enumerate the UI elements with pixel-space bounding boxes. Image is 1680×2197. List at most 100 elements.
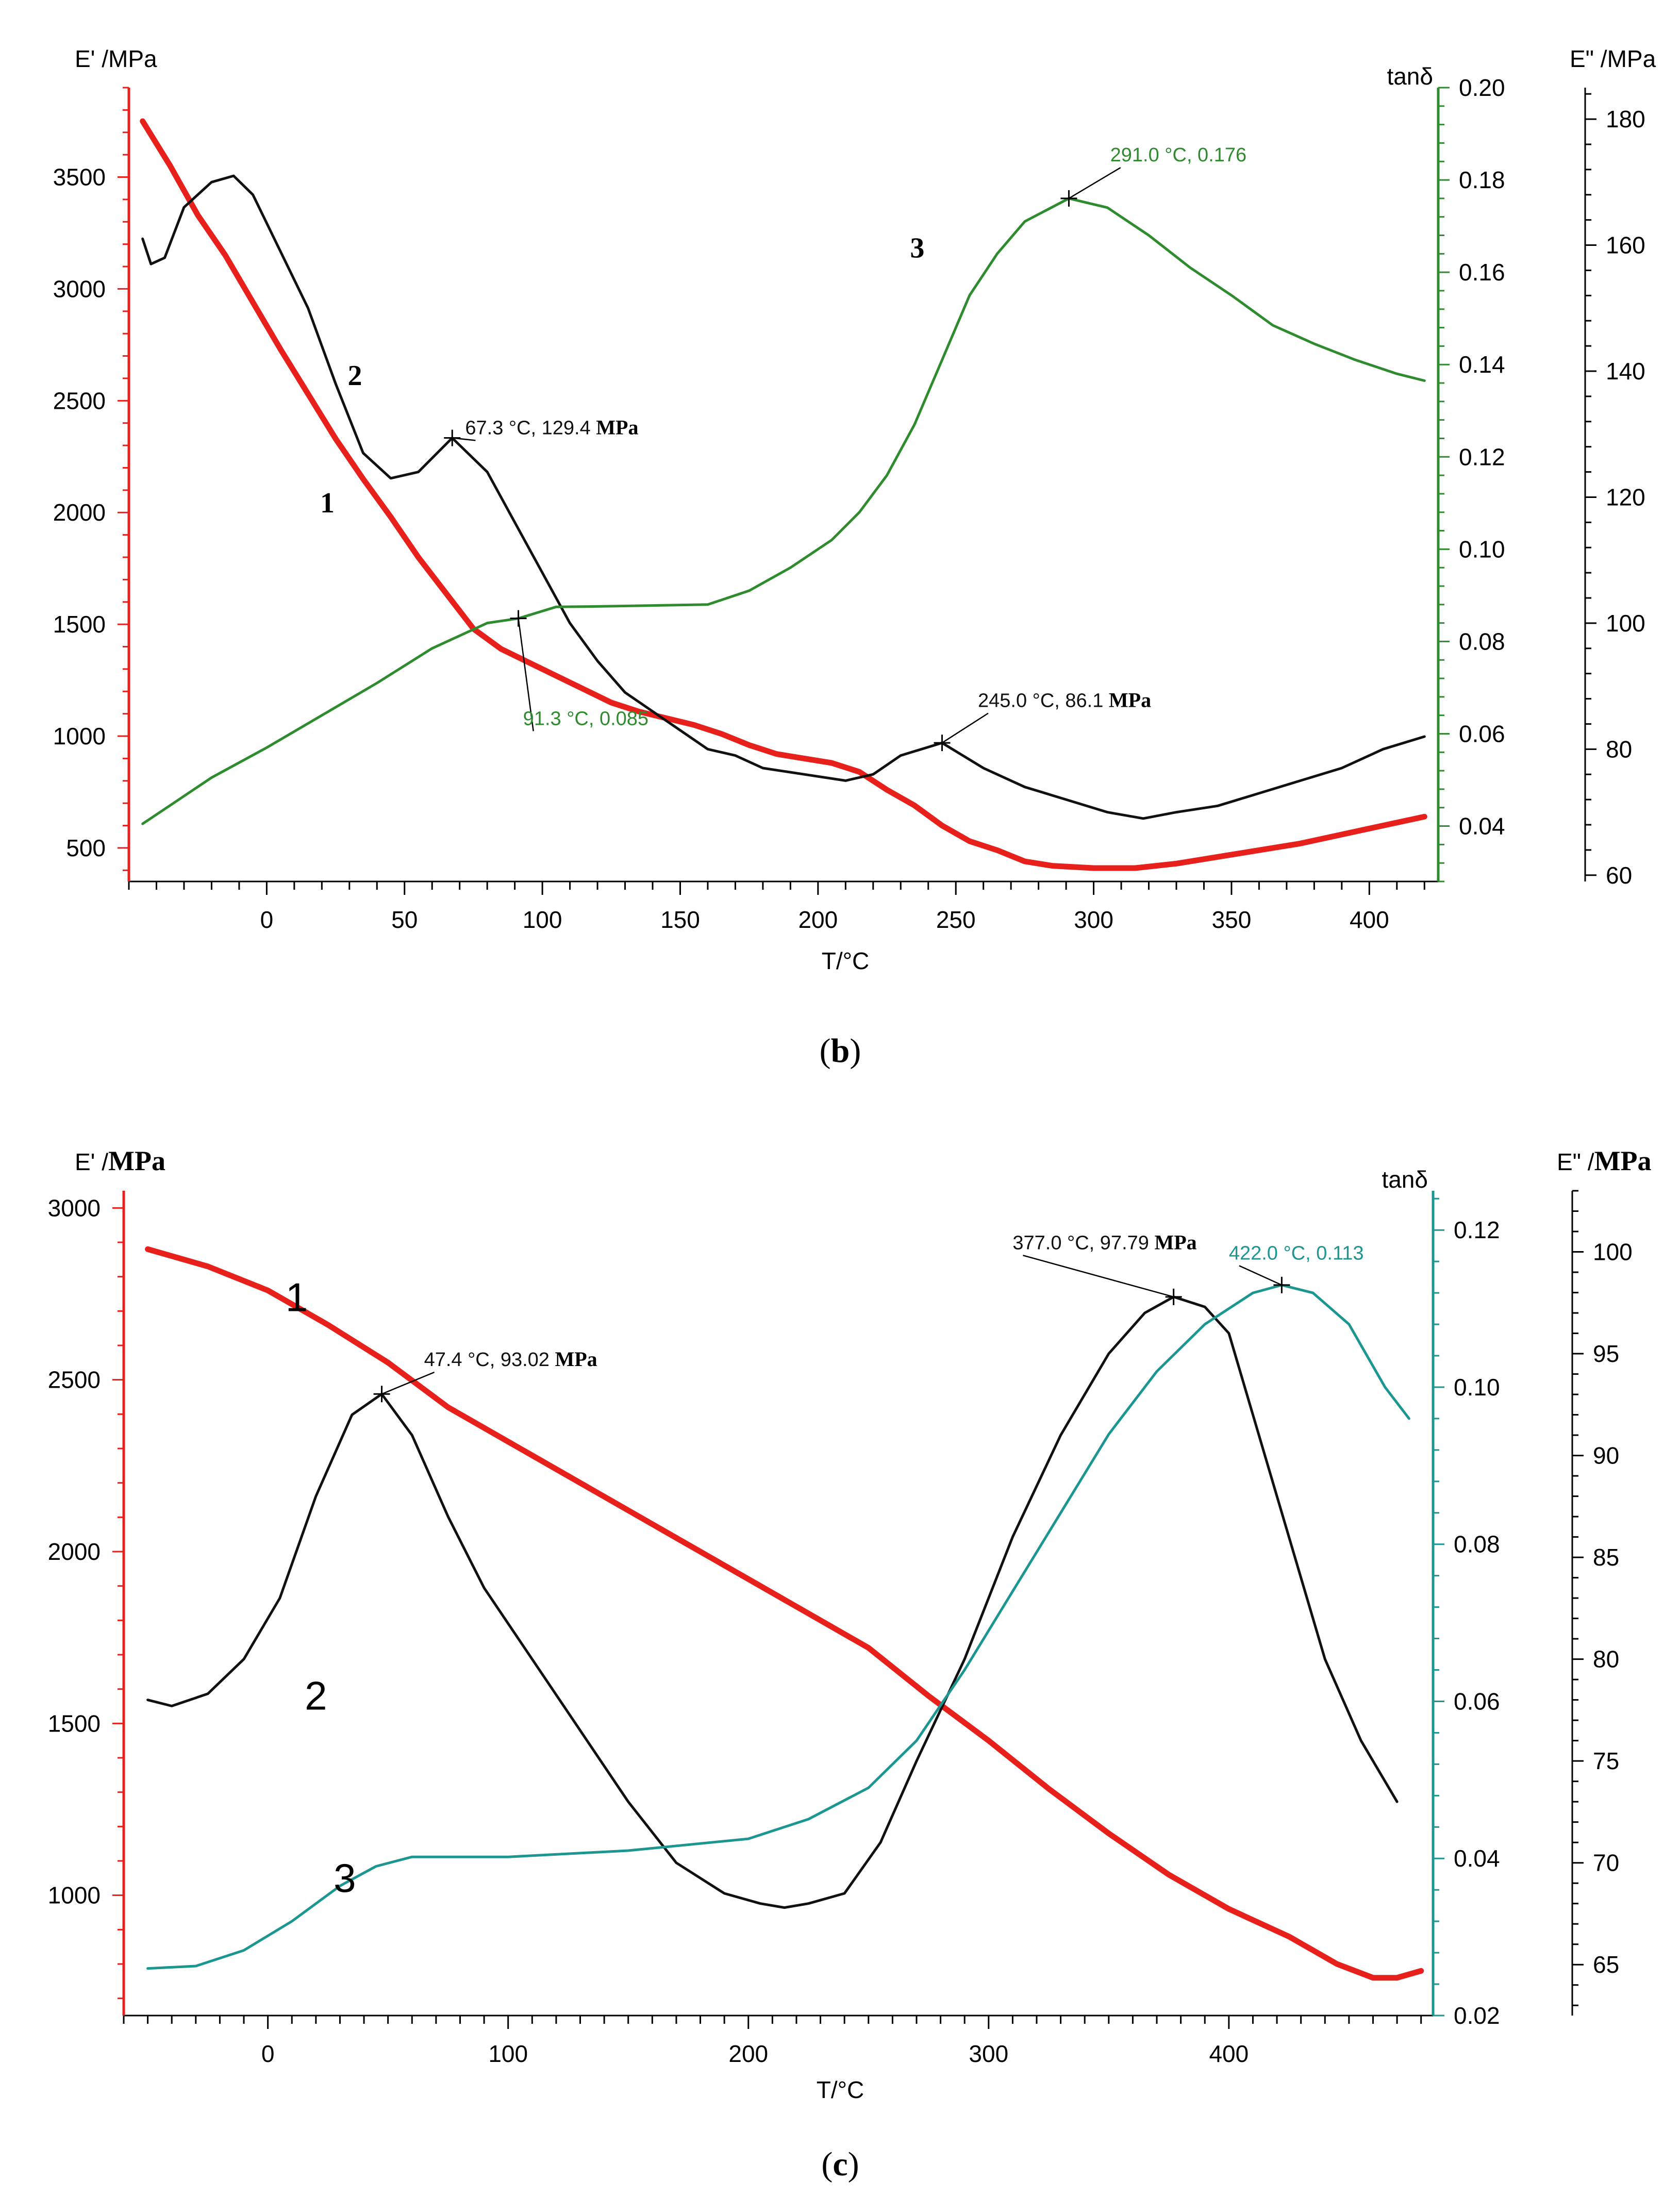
left-tick-label: 1000 — [48, 1882, 101, 1909]
series-line-1 — [140, 118, 1427, 871]
left-tick-label: 2500 — [53, 387, 106, 414]
left-tick-label: 3000 — [48, 1194, 101, 1221]
loss-axis-title: E" /MPa — [1570, 45, 1656, 72]
peak-annotation-value: 377.0 °C, 97.79 — [1012, 1232, 1154, 1254]
peak-annotation: 422.0 °C, 0.113 — [1229, 1242, 1364, 1264]
x-tick-label: 0 — [260, 906, 274, 933]
peak-annotation: 291.0 °C, 0.176 — [1110, 144, 1247, 166]
left-axis-title-text: E' / — [75, 1149, 108, 1175]
loss-tick-label: 90 — [1593, 1442, 1619, 1469]
left-axis-title: E' /MPa — [75, 45, 157, 72]
x-tick-label: 150 — [660, 906, 700, 933]
left-tick-label: 2500 — [48, 1367, 101, 1393]
series-line-2 — [141, 174, 1426, 820]
curve-label-1: 1 — [320, 487, 335, 519]
peak-annotation-value: 422.0 °C, 0.113 — [1229, 1242, 1364, 1264]
loss-tick-label: 80 — [1606, 736, 1632, 762]
left-tick-label: 500 — [66, 835, 106, 861]
curve-label-1: 1 — [286, 1274, 308, 1320]
tan-tick-label: 0.20 — [1459, 74, 1505, 101]
tan-tick-label: 0.18 — [1459, 167, 1505, 193]
loss-tick-label: 180 — [1606, 106, 1645, 132]
loss-tick-label: 75 — [1593, 1747, 1619, 1774]
peak-annotation-unit: MPa — [596, 415, 638, 439]
loss-tick-label: 120 — [1606, 484, 1645, 510]
loss-tick-label: 85 — [1593, 1544, 1619, 1571]
loss-axis-title-text: E" / — [1557, 1149, 1594, 1175]
x-tick-label: 400 — [1209, 2040, 1249, 2067]
peak-annotation: 91.3 °C, 0.085 — [523, 708, 648, 729]
tan-tick-label: 0.14 — [1459, 351, 1505, 378]
x-tick-label: 300 — [1074, 906, 1113, 933]
peak-annotation: 47.4 °C, 93.02 MPa — [424, 1347, 597, 1371]
peak-annotation-value: 67.3 °C, 129.4 — [465, 417, 596, 439]
annotation-leader — [518, 618, 534, 731]
left-tick-label: 1000 — [53, 723, 106, 750]
left-axis-title-text: E' /MPa — [75, 45, 157, 72]
annotation-leader — [1023, 1255, 1174, 1298]
x-axis-label: T/°C — [822, 947, 870, 974]
curve-label-2: 2 — [347, 360, 362, 392]
panel-caption: (b) — [820, 1032, 861, 1070]
x-tick-label: 200 — [728, 2040, 768, 2067]
curve-label-3: 3 — [334, 1855, 356, 1901]
curve-label-3: 3 — [910, 232, 924, 264]
loss-tick-label: 100 — [1606, 610, 1645, 637]
tan-tick-label: 0.08 — [1454, 1531, 1500, 1558]
x-tick-label: 0 — [261, 2040, 275, 2067]
loss-tick-label: 80 — [1593, 1646, 1619, 1673]
left-tick-label: 1500 — [48, 1710, 101, 1737]
loss-axis-title: E" /MPa — [1557, 1145, 1652, 1176]
loss-tick-label: 70 — [1593, 1850, 1619, 1876]
loss-axis-title-unit: MPa — [1594, 1145, 1652, 1176]
series-line-2 — [146, 1295, 1399, 1909]
tan-tick-label: 0.08 — [1459, 628, 1505, 655]
tan-tick-label: 0.06 — [1459, 720, 1505, 747]
annotation-leader — [941, 712, 989, 744]
tan-tick-label: 0.02 — [1454, 2002, 1500, 2029]
peak-annotation: 67.3 °C, 129.4 MPa — [465, 415, 638, 439]
panel-caption: (c) — [821, 2145, 859, 2183]
peak-annotation-unit: MPa — [1154, 1230, 1196, 1254]
tan-tick-label: 0.10 — [1459, 536, 1505, 562]
x-tick-label: 100 — [523, 906, 562, 933]
left-tick-label: 2000 — [53, 499, 106, 526]
series-line-1 — [145, 1246, 1424, 1981]
peak-annotation-unit: MPa — [1109, 689, 1151, 712]
peak-annotation-value: 291.0 °C, 0.176 — [1110, 144, 1247, 166]
left-tick-label: 1500 — [53, 611, 106, 638]
tan-tick-label: 0.04 — [1459, 813, 1505, 840]
tan-tick-label: 0.06 — [1454, 1688, 1500, 1715]
loss-tick-label: 95 — [1593, 1340, 1619, 1367]
panel-b-chart: 0 50 100 150 200 250 300 350 400 T/°C 500 1000 1500 2… — [53, 45, 1656, 1070]
tan-tick-label: 0.12 — [1454, 1217, 1500, 1243]
series-line-3 — [141, 197, 1426, 825]
x-tick-label: 250 — [936, 906, 976, 933]
loss-tick-label: 100 — [1593, 1239, 1633, 1266]
peak-annotation-value: 47.4 °C, 93.02 — [424, 1349, 555, 1371]
loss-axis-title-text: E" /MPa — [1570, 45, 1656, 72]
caption-letter: b — [831, 1032, 850, 1070]
tan-axis-title: tanδ — [1387, 63, 1433, 90]
caption-letter: c — [833, 2145, 847, 2183]
peak-annotation-value: 91.3 °C, 0.085 — [523, 708, 648, 729]
tan-tick-label: 0.12 — [1459, 443, 1505, 470]
peak-annotation-unit: MPa — [555, 1347, 597, 1371]
left-axis-title: E' /MPa — [75, 1145, 165, 1176]
tan-tick-label: 0.04 — [1454, 1845, 1500, 1872]
left-tick-label: 3000 — [53, 275, 106, 302]
left-tick-label: 2000 — [48, 1538, 101, 1565]
loss-tick-label: 140 — [1606, 358, 1645, 385]
panel-c-chart: 0 100 200 300 400 T/°C 1000 1500 2000 2500 3000 E' … — [48, 1145, 1652, 2183]
annotation-leader — [381, 1371, 435, 1395]
x-axis-label: T/°C — [817, 2076, 864, 2103]
peak-annotation: 377.0 °C, 97.79 MPa — [1012, 1230, 1196, 1254]
x-tick-label: 50 — [391, 906, 418, 933]
peak-annotation-value: 245.0 °C, 86.1 — [978, 690, 1109, 712]
left-tick-label: 3500 — [53, 164, 106, 191]
loss-tick-label: 60 — [1606, 862, 1632, 889]
left-axis-title-unit: MPa — [108, 1145, 165, 1176]
loss-tick-label: 160 — [1606, 232, 1645, 259]
tan-axis-title: tanδ — [1382, 1166, 1428, 1193]
